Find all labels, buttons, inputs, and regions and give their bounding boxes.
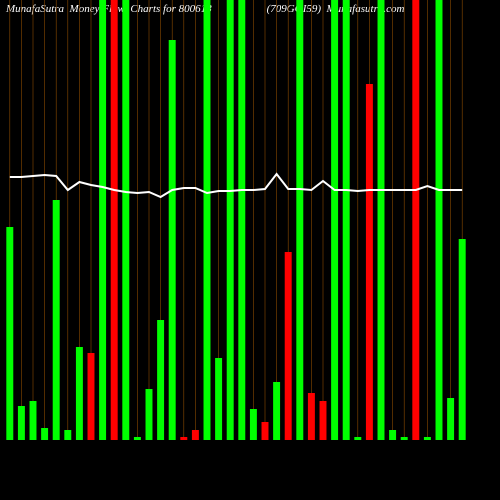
bar [215,358,223,440]
bar [261,422,269,440]
bar [284,252,292,440]
bar [64,430,72,440]
bar [319,401,327,440]
bar [17,406,25,440]
bar [423,437,431,440]
bar [191,430,199,440]
bar [145,389,153,440]
bar [203,0,211,440]
bar [226,0,234,440]
bar [435,0,443,440]
bar [342,0,350,440]
bar [307,393,315,440]
bar [99,0,107,440]
bar [412,0,420,440]
bar [400,437,408,440]
bar [6,227,14,440]
bar [87,353,95,440]
bar [29,401,37,440]
bar [249,409,257,440]
bar [180,437,188,440]
bar [75,347,83,440]
bar [41,428,49,440]
bar [365,84,373,440]
bar [331,0,339,440]
bar [447,398,455,440]
bar [110,0,118,440]
bar [238,0,246,440]
bar [458,239,466,440]
bar [273,382,281,440]
bar [168,40,176,440]
bar [389,430,397,440]
bar [377,0,385,440]
bar [52,200,60,440]
bar [354,437,362,440]
money-flow-line [9,172,463,199]
bar [133,437,141,440]
bar [157,320,165,440]
bar [296,0,304,440]
bar [122,0,130,440]
